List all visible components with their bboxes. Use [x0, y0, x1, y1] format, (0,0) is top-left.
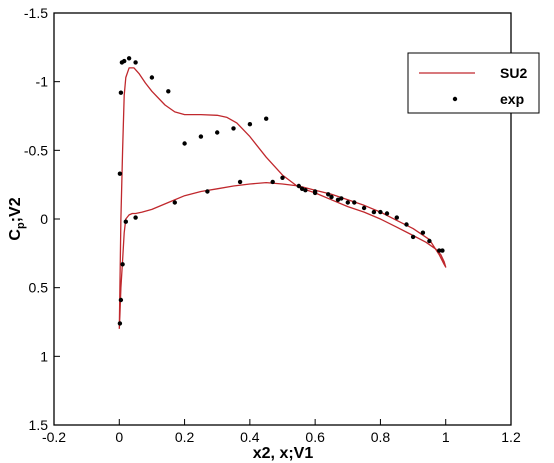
data-point-exp: [123, 219, 128, 224]
data-point-exp: [133, 215, 138, 220]
data-point-exp: [440, 248, 445, 253]
data-point-exp: [335, 197, 341, 202]
x-tick-label: -0.2: [42, 429, 66, 445]
data-point-exp: [329, 194, 334, 200]
y-axis-label-rest: ;V2: [7, 197, 24, 222]
data-point-exp: [182, 141, 187, 146]
legend: SU2 exp: [407, 52, 540, 114]
x-tick-label: 1: [442, 429, 450, 445]
legend-box: [407, 52, 540, 114]
data-point-exp: [117, 321, 123, 326]
data-point-exp: [122, 58, 127, 64]
x-tick-label: 0.2: [175, 429, 195, 445]
y-tick-label: -1.5: [24, 5, 48, 21]
x-tick-label: 0: [115, 429, 123, 445]
y-tick-label: 0: [40, 211, 48, 227]
x-tick-label: 0.6: [305, 429, 325, 445]
data-point-exp: [394, 215, 399, 220]
x-axis-label: x2, x;V1: [253, 445, 314, 462]
data-point-exp: [198, 134, 204, 139]
data-point-exp: [118, 90, 124, 95]
data-point-exp: [361, 205, 367, 211]
data-point-exp: [303, 188, 308, 193]
data-point-exp: [133, 60, 138, 65]
y-axis-label-main: C: [7, 229, 24, 241]
y-axis-ticks: -1.5 -1 -0.5 0 0.5 1 1.5: [24, 5, 60, 433]
data-point-exp: [117, 171, 123, 176]
data-point-exp: [172, 200, 177, 205]
data-point-exp: [120, 262, 125, 267]
data-point-exp: [280, 175, 285, 180]
y-axis-label-subscript: p: [15, 222, 27, 229]
data-point-exp: [427, 238, 432, 244]
series-layer: [117, 56, 447, 329]
data-point-exp: [339, 196, 344, 201]
series-line-su2: [118, 67, 447, 329]
data-point-exp: [215, 130, 220, 135]
legend-marker-exp: [452, 96, 458, 102]
data-point-exp: [247, 122, 253, 127]
data-point-exp: [437, 248, 442, 253]
data-point-exp: [118, 297, 124, 303]
data-point-exp: [231, 126, 236, 131]
y-tick-label: 0.5: [29, 280, 49, 296]
data-point-exp: [378, 209, 383, 215]
x-axis-ticks: -0.2 0 0.2 0.4 0.6 0.8 1 1.2: [42, 419, 521, 445]
data-point-exp: [410, 234, 416, 240]
data-point-exp: [404, 222, 409, 227]
data-point-exp: [296, 183, 301, 189]
y-tick-label: -1: [36, 74, 49, 90]
data-point-exp: [237, 179, 243, 185]
y-tick-label: 1.5: [29, 417, 49, 433]
x-tick-label: 0.8: [371, 429, 391, 445]
data-point-exp: [345, 200, 350, 205]
data-point-exp: [371, 209, 377, 215]
data-point-exp: [312, 189, 318, 194]
data-point-exp: [352, 200, 357, 205]
data-point-exp: [420, 230, 426, 235]
data-point-exp: [270, 179, 275, 185]
data-point-exp: [326, 192, 331, 197]
data-point-exp: [166, 89, 171, 94]
y-tick-label: 1: [40, 348, 48, 364]
x-tick-label: 0.4: [240, 429, 260, 445]
data-point-exp: [149, 75, 155, 80]
y-tick-label: -0.5: [24, 142, 48, 158]
legend-label-exp: exp: [500, 91, 524, 107]
y-axis-label: Cp;V2: [7, 197, 27, 240]
x-tick-label: 1.2: [501, 429, 521, 445]
data-point-exp: [264, 116, 269, 121]
data-point-exp: [126, 56, 132, 61]
legend-label-su2: SU2: [500, 65, 527, 81]
data-point-exp: [299, 186, 305, 191]
data-point-exp: [384, 211, 390, 216]
data-point-exp: [205, 189, 210, 194]
